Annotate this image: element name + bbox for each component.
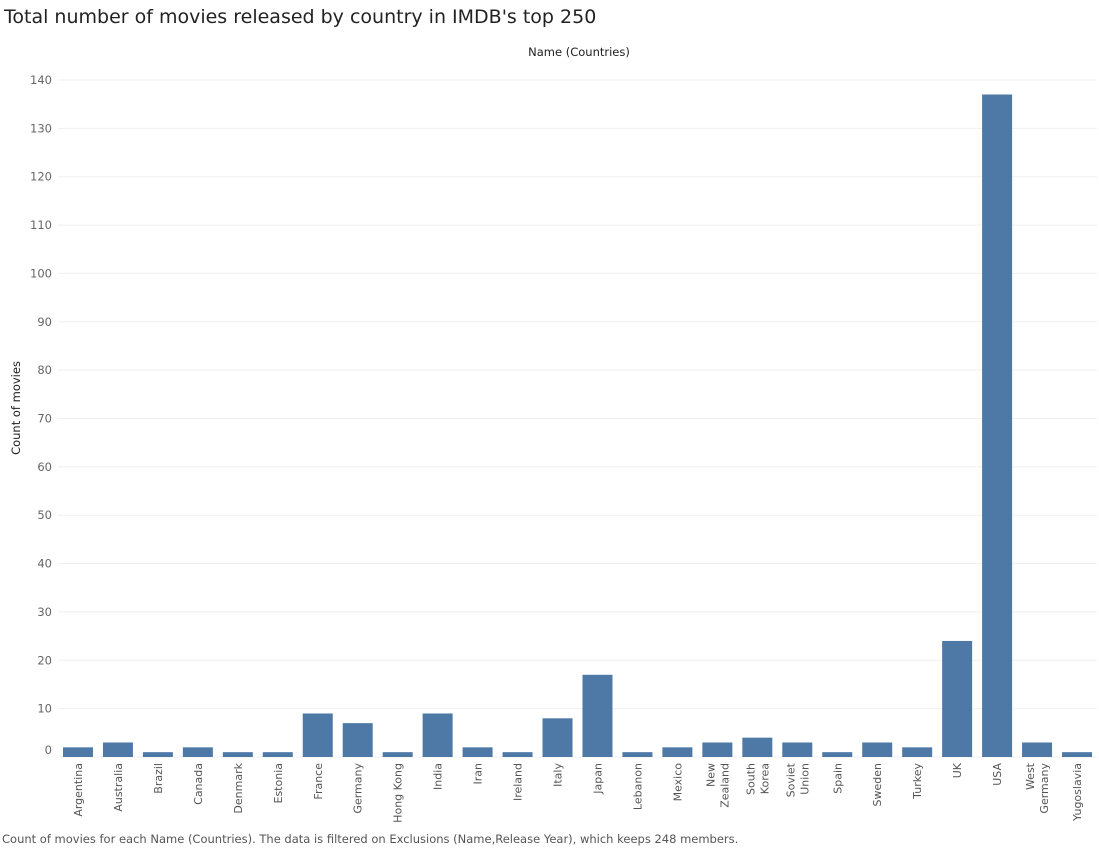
x-category-label: Lebanon [631,763,644,810]
x-category-label: France [312,763,325,800]
bar-uk[interactable] [942,640,973,757]
y-tick-label-9: 90 [37,315,52,329]
y-tick-label-11: 110 [30,218,52,232]
bar-iran[interactable] [462,747,493,757]
x-category-label: SovietUnion [784,762,811,797]
bar-japan[interactable] [582,674,613,757]
bar-india[interactable] [422,713,453,757]
gridlines [58,79,1097,758]
x-category-label: Argentina [72,763,85,817]
bar-sweden[interactable] [862,742,893,757]
bar-soviet-union[interactable] [782,742,813,757]
y-tick-label-5: 50 [37,508,52,522]
y-tick-label-10: 100 [30,266,52,280]
x-category-label: Spain [831,763,844,794]
bar-yugoslavia[interactable] [1062,752,1093,757]
x-category-label: Ireland [512,763,525,801]
y-tick-label-7: 70 [37,412,52,426]
y-tick-label-6: 60 [37,460,52,474]
x-category-label: Hong Kong [392,763,405,823]
x-category-label: Canada [192,763,205,805]
bar-australia[interactable] [102,742,133,757]
y-axis-label: Count of movies [9,361,23,455]
y-tick-label-1: 10 [37,702,52,716]
x-category-label: Brazil [152,763,165,794]
bar-new-zealand[interactable] [702,742,733,757]
x-category-label: WestGermany [1024,762,1051,813]
x-category-label: Sweden [871,763,884,806]
bar-italy[interactable] [542,718,573,757]
x-category-label: Mexico [671,763,684,802]
bar-estonia[interactable] [262,752,293,757]
x-category-label: Turkey [911,763,924,800]
x-category-label: UK [951,762,964,778]
y-tick-label-13: 130 [30,121,52,135]
bar-usa[interactable] [982,94,1013,757]
y-tick-label-4: 40 [37,557,52,571]
y-tick-label-8: 80 [37,363,52,377]
bar-mexico[interactable] [662,747,693,757]
y-tick-label-3: 30 [37,605,52,619]
y-tick-label-12: 120 [30,170,52,184]
bar-ireland[interactable] [502,752,533,757]
bar-denmark[interactable] [222,752,253,757]
footnote: Count of movies for each Name (Countries… [2,832,739,846]
x-category-label: USA [991,763,1004,786]
bar-chart: 0 10 20 30 40 50 60 70 80 90 100 110 120 130 140 Argen… [9,45,1097,823]
bar-west-germany[interactable] [1022,742,1053,757]
x-category-label: Italy [552,763,565,787]
x-category-label: Yugoslavia [1071,763,1084,822]
x-category-label: Iran [472,763,485,785]
bar-south-korea[interactable] [742,737,773,757]
bar-germany[interactable] [342,723,373,757]
bars [62,94,1093,757]
x-category-label: India [432,763,445,790]
x-category-label: NewZealand [704,763,731,808]
bar-lebanon[interactable] [622,752,653,757]
bar-spain[interactable] [822,752,853,757]
y-tick-label-14: 140 [30,73,52,87]
y-tick-label-2: 20 [37,653,52,667]
x-category-label: Australia [112,763,125,812]
x-axis-categories: Argentina Australia Brazil Canada Denmark Est… [72,762,1084,823]
x-category-label: Germany [352,763,365,814]
x-category-label: Estonia [272,763,285,804]
x-axis-header: Name (Countries) [528,45,630,59]
bar-brazil[interactable] [142,752,173,757]
y-axis-ticks: 0 10 20 30 40 50 60 70 80 90 100 110 120 130 140 [30,73,52,757]
bar-canada[interactable] [182,747,213,757]
bar-argentina[interactable] [62,747,93,757]
chart-title: Total number of movies released by count… [4,6,597,28]
x-category-label: Denmark [232,762,245,813]
bar-hong-kong[interactable] [382,752,413,757]
y-tick-label-0: 0 [45,743,52,757]
x-category-label: SouthKorea [744,763,771,795]
bar-france[interactable] [302,713,333,757]
bar-turkey[interactable] [902,747,933,757]
x-category-label: Japan [591,763,604,795]
